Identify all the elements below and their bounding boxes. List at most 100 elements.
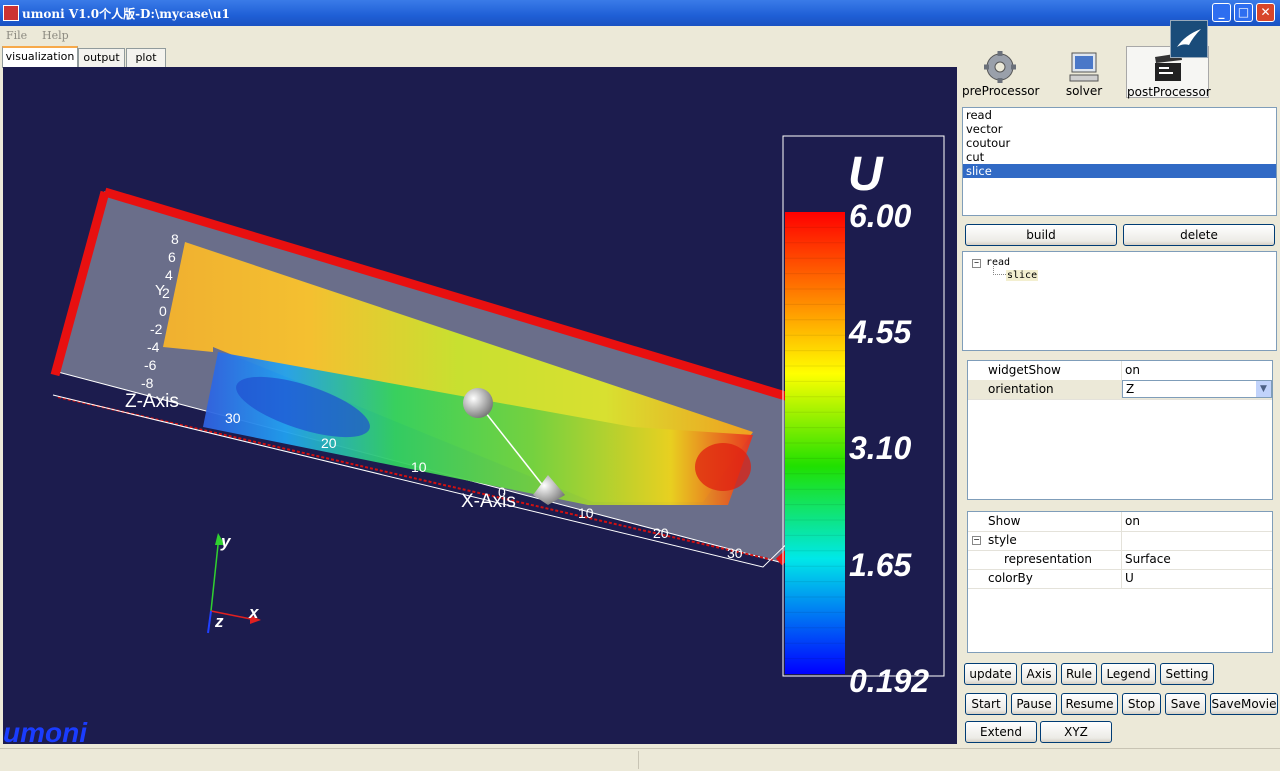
prop-key: colorBy bbox=[988, 571, 1033, 585]
pipeline-item-slice[interactable]: slice bbox=[963, 164, 1276, 178]
savemovie-button[interactable]: SaveMovie bbox=[1210, 693, 1278, 715]
pause-button[interactable]: Pause bbox=[1011, 693, 1057, 715]
rule-button[interactable]: Rule bbox=[1061, 663, 1097, 685]
prop-value[interactable]: on bbox=[1125, 363, 1140, 377]
minimize-button[interactable]: _ bbox=[1212, 3, 1231, 22]
prop-row-style[interactable]: − style bbox=[968, 531, 1272, 551]
y-tick-label: 6 bbox=[168, 249, 176, 265]
prop-row-colorby[interactable]: colorBy U bbox=[968, 569, 1272, 589]
delete-button[interactable]: delete bbox=[1123, 224, 1275, 246]
y-tick-label: -2 bbox=[150, 321, 163, 337]
x-tick-label: 20 bbox=[321, 435, 337, 451]
extend-button[interactable]: Extend bbox=[965, 721, 1037, 743]
x-tick-label: 10 bbox=[578, 505, 594, 521]
tab-visualization[interactable]: visualization bbox=[2, 46, 78, 68]
low-velocity-region bbox=[236, 376, 370, 438]
orient-x-label: x bbox=[248, 603, 260, 622]
orient-y-line bbox=[210, 544, 219, 612]
pipeline-item-cut[interactable]: cut bbox=[966, 150, 985, 164]
prop-divider bbox=[1121, 531, 1122, 550]
prop-divider bbox=[1121, 361, 1122, 380]
axis-button[interactable]: Axis bbox=[1021, 663, 1057, 685]
x-axis-ticks: 30 20 10 0 10 20 30 bbox=[225, 410, 743, 561]
gear-icon bbox=[984, 51, 1016, 83]
update-button[interactable]: update bbox=[964, 663, 1017, 685]
solver-button[interactable]: solver bbox=[1058, 46, 1110, 98]
x-tick-label: 0 bbox=[498, 484, 506, 500]
prop-value[interactable]: U bbox=[1125, 571, 1134, 585]
high-velocity-region bbox=[695, 443, 751, 491]
build-button[interactable]: build bbox=[965, 224, 1117, 246]
pipeline-list[interactable]: read vector coutour cut slice bbox=[962, 107, 1277, 216]
legend-labels: 6.00 4.55 3.10 1.65 0.192 bbox=[848, 198, 929, 699]
widget-cone-handle[interactable] bbox=[533, 475, 565, 505]
legend-label: 6.00 bbox=[849, 198, 911, 234]
widget-normal-line bbox=[477, 402, 549, 493]
frame-top-edge bbox=[103, 187, 841, 417]
tree-node-read[interactable]: read bbox=[986, 257, 1011, 268]
resume-button[interactable]: Resume bbox=[1061, 693, 1118, 715]
close-button[interactable]: ✕ bbox=[1256, 3, 1275, 22]
legend-label: 3.10 bbox=[849, 430, 911, 466]
frame-left-edge bbox=[50, 190, 110, 377]
x-tick-label: 10 bbox=[411, 459, 427, 475]
legend-label: 0.192 bbox=[849, 663, 929, 699]
menu-file[interactable]: File bbox=[6, 29, 28, 42]
tab-output[interactable]: output bbox=[78, 48, 125, 67]
save-button[interactable]: Save bbox=[1165, 693, 1206, 715]
x-axis-ruler bbox=[57, 396, 774, 561]
slice-lower-field bbox=[203, 352, 753, 505]
chevron-down-icon[interactable]: ▼ bbox=[1256, 381, 1271, 397]
orientation-select[interactable]: Z ▼ bbox=[1122, 380, 1272, 398]
computer-icon bbox=[1069, 52, 1099, 82]
prop-value[interactable]: on bbox=[1125, 514, 1140, 528]
prop-row-widgetshow[interactable]: widgetShow on bbox=[968, 361, 1272, 381]
app-logo bbox=[1170, 20, 1208, 58]
prop-value[interactable]: Surface bbox=[1125, 552, 1171, 566]
prop-row-show[interactable]: Show on bbox=[968, 512, 1272, 532]
legend-button[interactable]: Legend bbox=[1101, 663, 1156, 685]
pipeline-tree[interactable]: − read slice bbox=[962, 251, 1277, 351]
style-collapse-toggle[interactable]: − bbox=[972, 535, 981, 545]
y-tick-label: 4 bbox=[165, 267, 173, 283]
app-icon bbox=[3, 5, 19, 21]
menu-help[interactable]: Help bbox=[42, 29, 69, 42]
widget-properties-panel: widgetShow on orientation Z ▼ bbox=[967, 360, 1273, 500]
pipeline-item-coutour[interactable]: coutour bbox=[966, 136, 1011, 150]
start-button[interactable]: Start bbox=[965, 693, 1007, 715]
y-tick-label: 2 bbox=[162, 285, 170, 301]
prop-divider bbox=[1121, 569, 1122, 588]
legend-label: 4.55 bbox=[848, 314, 912, 350]
orient-x-line bbox=[210, 610, 252, 620]
setting-button[interactable]: Setting bbox=[1160, 663, 1214, 685]
x-tick-label: 30 bbox=[727, 545, 743, 561]
tab-plot[interactable]: plot bbox=[126, 48, 166, 67]
x-tick-label: 30 bbox=[225, 410, 241, 426]
prop-key: representation bbox=[1004, 552, 1093, 566]
prop-key: widgetShow bbox=[988, 363, 1061, 377]
pipeline-item-read[interactable]: read bbox=[966, 108, 992, 122]
tree-collapse-toggle[interactable]: − bbox=[972, 259, 981, 268]
title-bar: umoni V1.0个人版-D:\mycase\u1 _ □ ✕ bbox=[0, 0, 1280, 26]
maximize-button[interactable]: □ bbox=[1234, 3, 1253, 22]
legend-band-lines bbox=[785, 226, 845, 660]
render-viewport[interactable]: X-Axis Z-Axis Y 30 20 10 0 10 20 30 8 6 4 2 0 -2 -4-… bbox=[3, 67, 957, 744]
y-tick-label: -6 bbox=[144, 357, 157, 373]
orient-z-label: z bbox=[214, 612, 224, 631]
preprocessor-button[interactable]: preProcessor bbox=[962, 46, 1039, 98]
xyz-button[interactable]: XYZ bbox=[1040, 721, 1112, 743]
legend-title: U bbox=[848, 148, 884, 201]
widget-sphere-handle[interactable] bbox=[463, 388, 493, 418]
orient-y-label: y bbox=[220, 532, 232, 551]
pipeline-item-vector[interactable]: vector bbox=[966, 122, 1003, 136]
tree-node-slice[interactable]: slice bbox=[1006, 270, 1039, 281]
stop-button[interactable]: Stop bbox=[1122, 693, 1161, 715]
y-tick-label: -4 bbox=[147, 339, 160, 355]
legend-label: 1.65 bbox=[849, 547, 912, 583]
prop-key: orientation bbox=[988, 382, 1054, 396]
orient-y-arrow bbox=[215, 533, 225, 545]
prop-row-orientation[interactable]: orientation Z ▼ bbox=[968, 380, 1272, 400]
y-axis-ticks: 8 6 4 2 0 -2 -4 -6 -8 bbox=[141, 231, 179, 391]
prop-row-representation[interactable]: representation Surface bbox=[968, 550, 1272, 570]
